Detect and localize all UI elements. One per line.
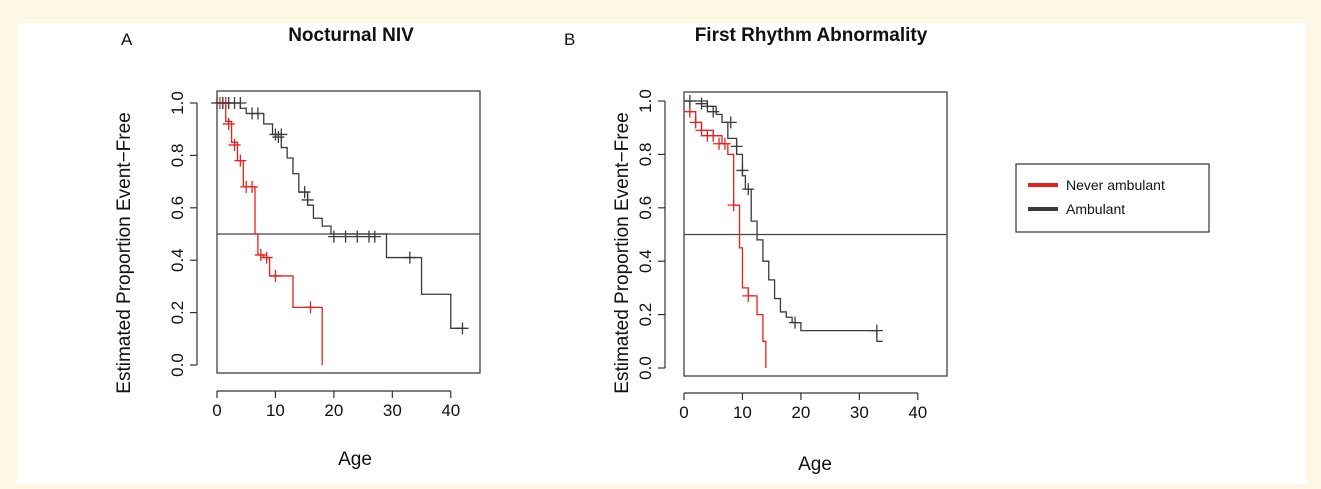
y-tick-label: 0.6 (168, 196, 187, 220)
censor-mark-never-ambulant (234, 154, 247, 167)
y-axis-label-a: Estimated Proportion Event−Free (114, 112, 135, 393)
plot-frame-a (216, 90, 481, 374)
y-tick-label: 0.4 (168, 248, 187, 272)
censor-mark-ambulant (683, 95, 696, 107)
censor-mark-ambulant (301, 193, 314, 206)
y-tick-label: 0.4 (636, 249, 655, 273)
censor-mark-ambulant (327, 230, 340, 243)
series-marks-b (683, 91, 948, 377)
censor-mark-never-ambulant (222, 117, 235, 130)
x-tick-label: 30 (383, 401, 402, 420)
y-ticks-b: 0.0 0.2 0.4 0.6 0.8 1.0 (636, 89, 666, 380)
censor-mark-ambulant (234, 97, 247, 109)
censor-mark-ambulant (339, 230, 352, 243)
censor-mark-ambulant (789, 316, 802, 329)
x-tick-label: 40 (441, 401, 460, 420)
censor-mark-never-ambulant (695, 124, 708, 137)
km-curve-never-ambulant-a (217, 102, 323, 365)
x-ticks-b: 0 10 20 30 40 (679, 392, 927, 422)
chart-title-b: First Rhythm Abnormality (695, 25, 928, 46)
x-tick-label: 20 (324, 401, 343, 420)
legend-label-never-ambulant: Never ambulant (1066, 177, 1165, 193)
censor-mark-ambulant (272, 131, 285, 144)
legend-label-ambulant: Ambulant (1066, 201, 1125, 217)
censor-mark-never-ambulant (269, 269, 282, 282)
panel-label-b: B (564, 30, 575, 49)
y-tick-label: 0.6 (636, 196, 655, 220)
censor-mark-never-ambulant (689, 116, 702, 129)
panel-b: B First Rhythm Abnormality Estimated Pro… (564, 25, 948, 475)
y-tick-label: 1.0 (168, 91, 187, 115)
y-axis-label-b: Estimated Proportion Event−Free (612, 112, 633, 393)
x-tick-label: 20 (791, 403, 810, 422)
censor-mark-never-ambulant (718, 137, 731, 150)
censor-mark-never-ambulant (254, 248, 267, 261)
x-tick-label: 0 (212, 401, 221, 420)
censor-mark-ambulant (742, 183, 755, 196)
censor-mark-ambulant (351, 230, 364, 243)
x-axis-label-b: Age (798, 454, 832, 475)
x-tick-label: 0 (679, 403, 688, 422)
y-tick-label: 0.2 (636, 303, 655, 327)
censor-mark-ambulant (695, 97, 708, 110)
series-marks-a (211, 90, 481, 374)
km-curve-ambulant-a (217, 102, 463, 329)
censor-mark-never-ambulant (260, 251, 273, 264)
censor-mark-ambulant (870, 324, 883, 337)
y-tick-label: 0.0 (636, 356, 655, 380)
x-axis-label-a: Age (338, 449, 372, 470)
censor-mark-never-ambulant (304, 301, 317, 314)
censor-mark-ambulant (724, 116, 737, 129)
figure-panel: A Nocturnal NIV Estimated Proportion Eve… (17, 23, 1306, 484)
censor-mark-never-ambulant (683, 105, 696, 118)
y-ticks-a: 0.0 0.2 0.4 0.6 0.8 1.0 (168, 91, 198, 377)
y-tick-label: 0.8 (636, 143, 655, 167)
panel-a: A Nocturnal NIV Estimated Proportion Eve… (114, 25, 481, 470)
censor-mark-ambulant (707, 105, 720, 118)
chart-title-a: Nocturnal NIV (288, 25, 414, 46)
censor-mark-ambulant (701, 100, 714, 113)
legend-box (1015, 163, 1210, 233)
censor-mark-never-ambulant (228, 138, 241, 151)
censor-mark-ambulant (403, 251, 416, 264)
km-curve-ambulant-b (684, 100, 883, 342)
panel-label-a: A (121, 30, 133, 49)
censor-mark-never-ambulant (742, 289, 755, 302)
censor-mark-ambulant (730, 140, 743, 153)
x-tick-label: 30 (850, 403, 869, 422)
censor-mark-ambulant (456, 322, 469, 335)
censor-mark-never-ambulant (246, 180, 259, 193)
legend: Never ambulant Ambulant (1015, 163, 1210, 233)
censor-mark-ambulant (736, 164, 749, 177)
censor-mark-ambulant (251, 107, 264, 120)
censor-mark-ambulant (275, 128, 288, 141)
x-tick-label: 10 (733, 403, 752, 422)
x-tick-label: 10 (266, 401, 285, 420)
km-chart-svg: A Nocturnal NIV Estimated Proportion Eve… (114, 25, 1210, 475)
y-tick-label: 0.8 (168, 144, 187, 168)
y-tick-label: 1.0 (636, 89, 655, 113)
censor-mark-never-ambulant (727, 199, 740, 212)
censor-mark-never-ambulant (707, 129, 720, 142)
censor-mark-ambulant (298, 186, 311, 199)
y-tick-label: 0.2 (168, 301, 187, 325)
censor-mark-ambulant (368, 230, 381, 243)
y-tick-label: 0.0 (168, 353, 187, 377)
x-ticks-a: 0 10 20 30 40 (212, 390, 460, 420)
x-tick-label: 40 (908, 403, 927, 422)
